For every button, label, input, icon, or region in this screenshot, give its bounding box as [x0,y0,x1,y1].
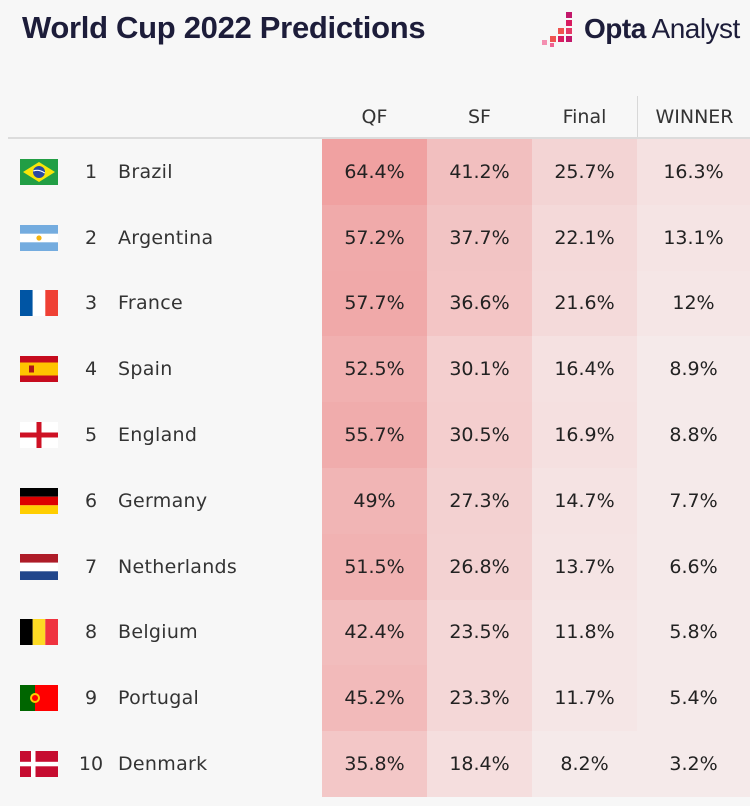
cell-sf: 18.4% [427,731,532,797]
cell-final: 8.2% [532,731,637,797]
team-name: France [118,292,183,315]
cell-sf: 26.8% [427,533,532,600]
cell-qf: 57.7% [322,270,427,337]
brand-name: Opta Analyst [584,13,740,44]
cell-winner: 5.4% [637,665,750,732]
rank-label: 9 [84,687,98,710]
opta-logo-icon [542,12,572,47]
brazil-flag-icon [20,158,58,185]
team-name: Portugal [118,687,200,710]
predictions-table: 1 Brazil 64.4% 41.2% 25.7% 16.3% 2 Argentina 57.… [0,139,750,797]
rank-label: 5 [84,424,98,447]
team-name: Argentina [118,226,214,249]
spain-flag-icon [20,356,58,383]
cell-final: 16.4% [532,336,637,403]
table-row: 6 Germany 49% 27.3% 14.7% 7.7% [0,467,750,534]
cell-winner: 5.8% [637,599,750,666]
argentina-flag-icon [20,224,58,251]
germany-flag-icon [20,487,58,514]
column-headers: QF SF Final WINNER [0,96,750,138]
cell-qf: 35.8% [322,731,427,797]
cell-winner: 6.6% [637,533,750,600]
cell-final: 11.7% [532,665,637,732]
denmark-flag-icon [20,751,58,778]
team-name: Netherlands [118,555,238,578]
rank-label: 2 [84,226,98,249]
table-row: 3 France 57.7% 36.6% 21.6% 12% [0,270,750,337]
team-name: Brazil [118,160,173,183]
cell-final: 14.7% [532,467,637,534]
cell-final: 16.9% [532,402,637,468]
cell-sf: 23.3% [427,665,532,732]
team-name: Denmark [118,753,208,776]
team-name: England [118,424,198,447]
netherlands-flag-icon [20,553,58,580]
col-header-sf: SF [468,106,491,128]
brand-logo: Opta Analyst [538,10,740,48]
table-row: 7 Netherlands 51.5% 26.8% 13.7% 6.6% [0,533,750,600]
cell-winner: 3.2% [637,731,750,797]
rank-label: 8 [84,621,98,644]
belgium-flag-icon [20,619,58,646]
cell-final: 13.7% [532,533,637,600]
portugal-flag-icon [20,685,58,712]
table-row: 8 Belgium 42.4% 23.5% 11.8% 5.8% [0,599,750,666]
cell-winner: 7.7% [637,467,750,534]
cell-qf: 42.4% [322,599,427,666]
cell-qf: 57.2% [322,204,427,271]
cell-sf: 41.2% [427,139,532,205]
cell-sf: 23.5% [427,599,532,666]
cell-sf: 27.3% [427,467,532,534]
rank-label: 6 [84,489,98,512]
page-title: World Cup 2022 Predictions [22,10,426,45]
col-header-final: Final [562,106,607,128]
rank-label: 10 [78,753,104,776]
team-name: Belgium [118,621,198,644]
cell-final: 11.8% [532,599,637,666]
header-divider [8,137,750,139]
cell-sf: 30.5% [427,402,532,468]
table-row: 1 Brazil 64.4% 41.2% 25.7% 16.3% [0,139,750,205]
cell-winner: 13.1% [637,204,750,271]
team-name: Spain [118,358,173,381]
cell-qf: 45.2% [322,665,427,732]
col-header-qf: QF [361,106,388,128]
team-name: Germany [118,489,208,512]
cell-sf: 37.7% [427,204,532,271]
table-row: 2 Argentina 57.2% 37.7% 22.1% 13.1% [0,204,750,271]
table-row: 10 Denmark 35.8% 18.4% 8.2% 3.2% [0,731,750,797]
cell-final: 22.1% [532,204,637,271]
cell-sf: 36.6% [427,270,532,337]
cell-qf: 64.4% [322,139,427,205]
cell-winner: 8.9% [637,336,750,403]
rank-label: 1 [84,160,98,183]
cell-winner: 8.8% [637,402,750,468]
table-row: 5 England 55.7% 30.5% 16.9% 8.8% [0,402,750,468]
cell-qf: 55.7% [322,402,427,468]
cell-qf: 49% [322,467,427,534]
cell-final: 21.6% [532,270,637,337]
france-flag-icon [20,290,58,317]
cell-qf: 51.5% [322,533,427,600]
rank-label: 7 [84,555,98,578]
rank-label: 4 [84,358,98,381]
cell-qf: 52.5% [322,336,427,403]
table-row: 4 Spain 52.5% 30.1% 16.4% 8.9% [0,336,750,403]
cell-winner: 12% [637,270,750,337]
cell-sf: 30.1% [427,336,532,403]
cell-winner: 16.3% [637,139,750,205]
table-row: 9 Portugal 45.2% 23.3% 11.7% 5.4% [0,665,750,732]
cell-final: 25.7% [532,139,637,205]
col-header-winner: WINNER [637,96,750,138]
england-flag-icon [20,422,58,449]
rank-label: 3 [84,292,98,315]
